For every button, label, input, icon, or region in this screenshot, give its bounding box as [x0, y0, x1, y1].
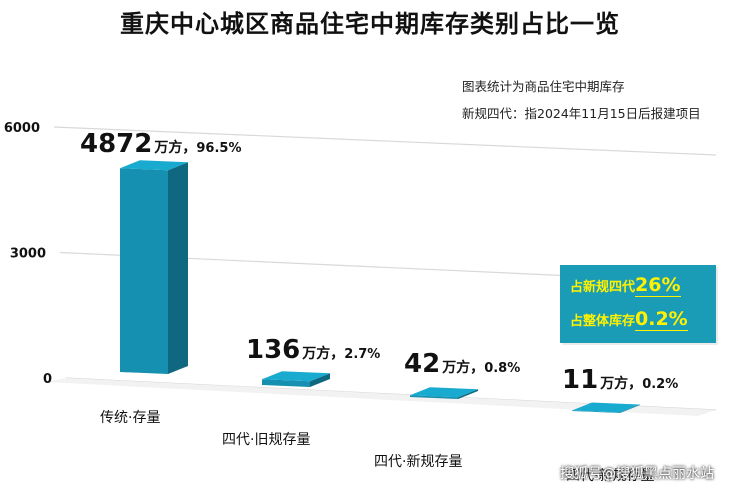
gridline [53, 126, 717, 156]
y-tick-label: 6000 [4, 121, 40, 136]
category-label-4: 四代·新规存量 [566, 468, 654, 484]
value-unit: 万方， [599, 375, 642, 392]
value-percent: 0.2% [642, 377, 678, 392]
value-unit: 万方， [153, 139, 196, 156]
bar-front-face [262, 379, 310, 387]
value-number: 11 [562, 365, 598, 395]
bar-top-face [262, 371, 330, 382]
watermark-text: 搜狐号@搜狐黑点丽水站 [560, 466, 714, 482]
bar-top-face [410, 387, 478, 398]
chart-note-scope: 图表统计为商品住宅中期库存 [462, 79, 625, 94]
category-label-2: 四代·旧规存量 [222, 432, 310, 448]
bar-4 [572, 402, 640, 413]
callout-value-total: 0.2% [635, 308, 688, 331]
bar-side-face [168, 162, 188, 374]
value-number: 42 [404, 349, 440, 379]
category-label-1: 传统·存量 [100, 410, 160, 426]
callout-row-new-rule-share: 占新规四代26% [570, 274, 681, 297]
y-tick-label: 0 [43, 372, 52, 387]
callout-box: 占新规四代26% 占整体库存0.2% [560, 265, 716, 343]
value-number: 4872 [80, 129, 152, 159]
bar-front-face [572, 410, 620, 413]
category-label-3: 四代·新规存量 [374, 454, 462, 470]
callout-label-new-rule: 占新规四代 [570, 280, 636, 295]
value-number: 136 [246, 335, 300, 365]
value-label-4: 11 万方，0.2% [562, 365, 678, 395]
bar-side-face [620, 404, 640, 413]
value-percent: 0.8% [484, 361, 520, 376]
callout-value-new-rule: 26% [635, 274, 681, 297]
bar-2 [262, 371, 330, 387]
value-unit: 万方， [441, 359, 484, 376]
bar-top-face [120, 160, 188, 171]
bar-front-face [120, 168, 168, 374]
value-percent: 96.5% [196, 141, 241, 156]
y-tick-label: 3000 [10, 247, 46, 262]
callout-label-total: 占整体库存 [570, 314, 636, 329]
bar-side-face [458, 389, 478, 399]
value-label-1: 4872 万方，96.5% [80, 129, 241, 159]
value-unit: 万方， [301, 345, 344, 362]
chart-note-definition: 新规四代：指2024年11月15日后报建项目 [462, 106, 701, 121]
chart-title: 重庆中心城区商品住宅中期库存类别占比一览 [120, 10, 620, 38]
value-percent: 2.7% [344, 347, 380, 362]
value-label-3: 42 万方，0.8% [404, 349, 520, 379]
bar-top-face [572, 402, 640, 413]
chart-floor [46, 378, 716, 416]
callout-row-total-share: 占整体库存0.2% [570, 308, 688, 331]
bar-3 [410, 387, 478, 399]
bar-side-face [310, 373, 330, 387]
value-label-2: 136 万方，2.7% [246, 335, 380, 365]
bar-front-face [410, 395, 458, 399]
bar-1 [120, 160, 188, 374]
